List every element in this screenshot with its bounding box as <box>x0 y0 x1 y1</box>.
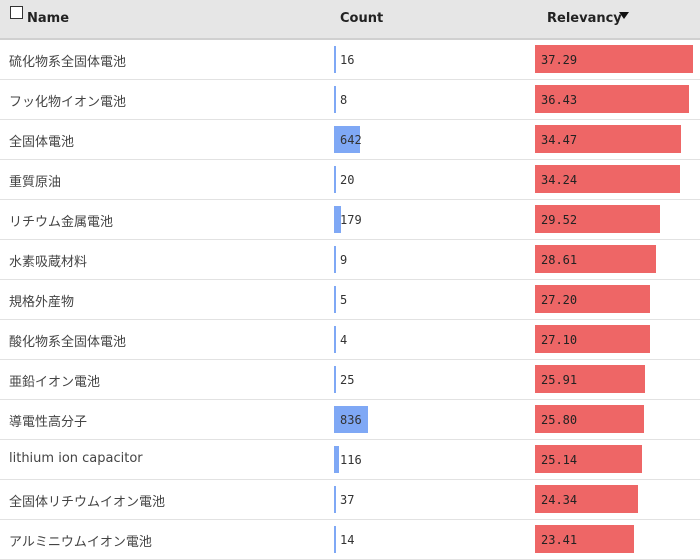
relevancy-bar <box>535 165 680 193</box>
table-body: 硫化物系全固体電池 16 37.29 フッ化物イオン電池 8 36.43 全固体電池 642 3… <box>0 40 700 560</box>
row-name[interactable]: lithium ion capacitor <box>9 451 143 466</box>
count-value: 179 <box>340 213 362 227</box>
relevancy-bar <box>535 365 645 393</box>
relevancy-bar <box>535 485 638 513</box>
count-value: 9 <box>340 253 348 267</box>
count-value: 836 <box>340 413 362 427</box>
count-value: 642 <box>340 133 362 147</box>
relevancy-value: 25.80 <box>541 413 578 427</box>
count-bar <box>334 206 341 233</box>
table-header: Name Count Relevancy <box>0 0 700 40</box>
relevancy-bar <box>535 285 650 313</box>
row-name[interactable]: 重質原油 <box>9 175 62 190</box>
count-value: 116 <box>340 453 362 467</box>
table-row[interactable]: 水素吸蔵材料 9 28.61 <box>0 240 700 280</box>
relevancy-bar <box>535 125 681 153</box>
table-row[interactable]: 亜鉛イオン電池 25 25.91 <box>0 360 700 400</box>
row-name[interactable]: 全固体電池 <box>9 135 75 150</box>
count-bar <box>334 46 336 73</box>
table-row[interactable]: アルミニウムイオン電池 14 23.41 <box>0 520 700 560</box>
count-bar <box>334 246 336 273</box>
relevancy-value: 23.41 <box>541 533 578 547</box>
count-value: 4 <box>340 333 348 347</box>
table-row[interactable]: 硫化物系全固体電池 16 37.29 <box>0 40 700 80</box>
relevancy-bar <box>535 245 656 273</box>
count-column-header[interactable]: Count <box>340 11 384 26</box>
count-bar <box>334 126 360 153</box>
relevancy-value: 28.61 <box>541 253 578 267</box>
relevancy-column-header[interactable]: Relevancy <box>547 11 622 26</box>
relevancy-value: 25.91 <box>541 373 578 387</box>
relevancy-bar <box>535 85 689 113</box>
relevancy-value: 27.20 <box>541 293 578 307</box>
table-row[interactable]: 全固体電池 642 34.47 <box>0 120 700 160</box>
count-bar <box>334 446 339 473</box>
count-bar <box>334 166 336 193</box>
relevancy-value: 25.14 <box>541 453 578 467</box>
name-column-header[interactable]: Name <box>27 11 70 26</box>
row-name[interactable]: アルミニウムイオン電池 <box>9 535 152 550</box>
relevancy-bar <box>535 445 642 473</box>
row-name[interactable]: 規格外産物 <box>9 295 75 310</box>
count-bar <box>334 326 336 353</box>
table-row[interactable]: フッ化物イオン電池 8 36.43 <box>0 80 700 120</box>
relevancy-value: 34.47 <box>541 133 578 147</box>
row-name[interactable]: フッ化物イオン電池 <box>9 95 127 110</box>
count-value: 14 <box>340 533 355 547</box>
select-all-checkbox[interactable] <box>10 6 23 19</box>
relevancy-bar <box>535 525 634 553</box>
count-bar <box>334 526 336 553</box>
relevancy-value: 34.24 <box>541 173 578 187</box>
row-name[interactable]: 硫化物系全固体電池 <box>9 55 127 70</box>
table-row[interactable]: リチウム金属電池 179 29.52 <box>0 200 700 240</box>
row-name[interactable]: 酸化物系全固体電池 <box>9 335 127 350</box>
relevancy-bar <box>535 405 644 433</box>
count-bar <box>334 286 336 313</box>
relevancy-value: 29.52 <box>541 213 578 227</box>
relevancy-value: 24.34 <box>541 493 578 507</box>
table-row[interactable]: 酸化物系全固体電池 4 27.10 <box>0 320 700 360</box>
count-value: 37 <box>340 493 355 507</box>
row-name[interactable]: 全固体リチウムイオン電池 <box>9 495 166 510</box>
relevancy-bar <box>535 45 693 73</box>
count-bar <box>334 86 336 113</box>
row-name[interactable]: 水素吸蔵材料 <box>9 255 88 270</box>
row-name[interactable]: 亜鉛イオン電池 <box>9 375 101 390</box>
table-row[interactable]: 全固体リチウムイオン電池 37 24.34 <box>0 480 700 520</box>
table-row[interactable]: 重質原油 20 34.24 <box>0 160 700 200</box>
relevancy-value: 37.29 <box>541 53 578 67</box>
count-value: 5 <box>340 293 348 307</box>
row-name[interactable]: リチウム金属電池 <box>9 215 114 230</box>
count-bar <box>334 406 368 433</box>
count-bar <box>334 366 336 393</box>
table-row[interactable]: 導電性高分子 836 25.80 <box>0 400 700 440</box>
count-value: 25 <box>340 373 355 387</box>
count-value: 8 <box>340 93 348 107</box>
table-row[interactable]: 規格外産物 5 27.20 <box>0 280 700 320</box>
relevancy-value: 27.10 <box>541 333 578 347</box>
relevancy-value: 36.43 <box>541 93 578 107</box>
relevancy-bar <box>535 325 650 353</box>
table-row[interactable]: lithium ion capacitor 116 25.14 <box>0 440 700 480</box>
row-name[interactable]: 導電性高分子 <box>9 415 88 430</box>
sort-descending-icon[interactable] <box>619 12 629 19</box>
count-value: 16 <box>340 53 355 67</box>
count-value: 20 <box>340 173 355 187</box>
relevancy-bar <box>535 205 660 233</box>
count-bar <box>334 486 336 513</box>
